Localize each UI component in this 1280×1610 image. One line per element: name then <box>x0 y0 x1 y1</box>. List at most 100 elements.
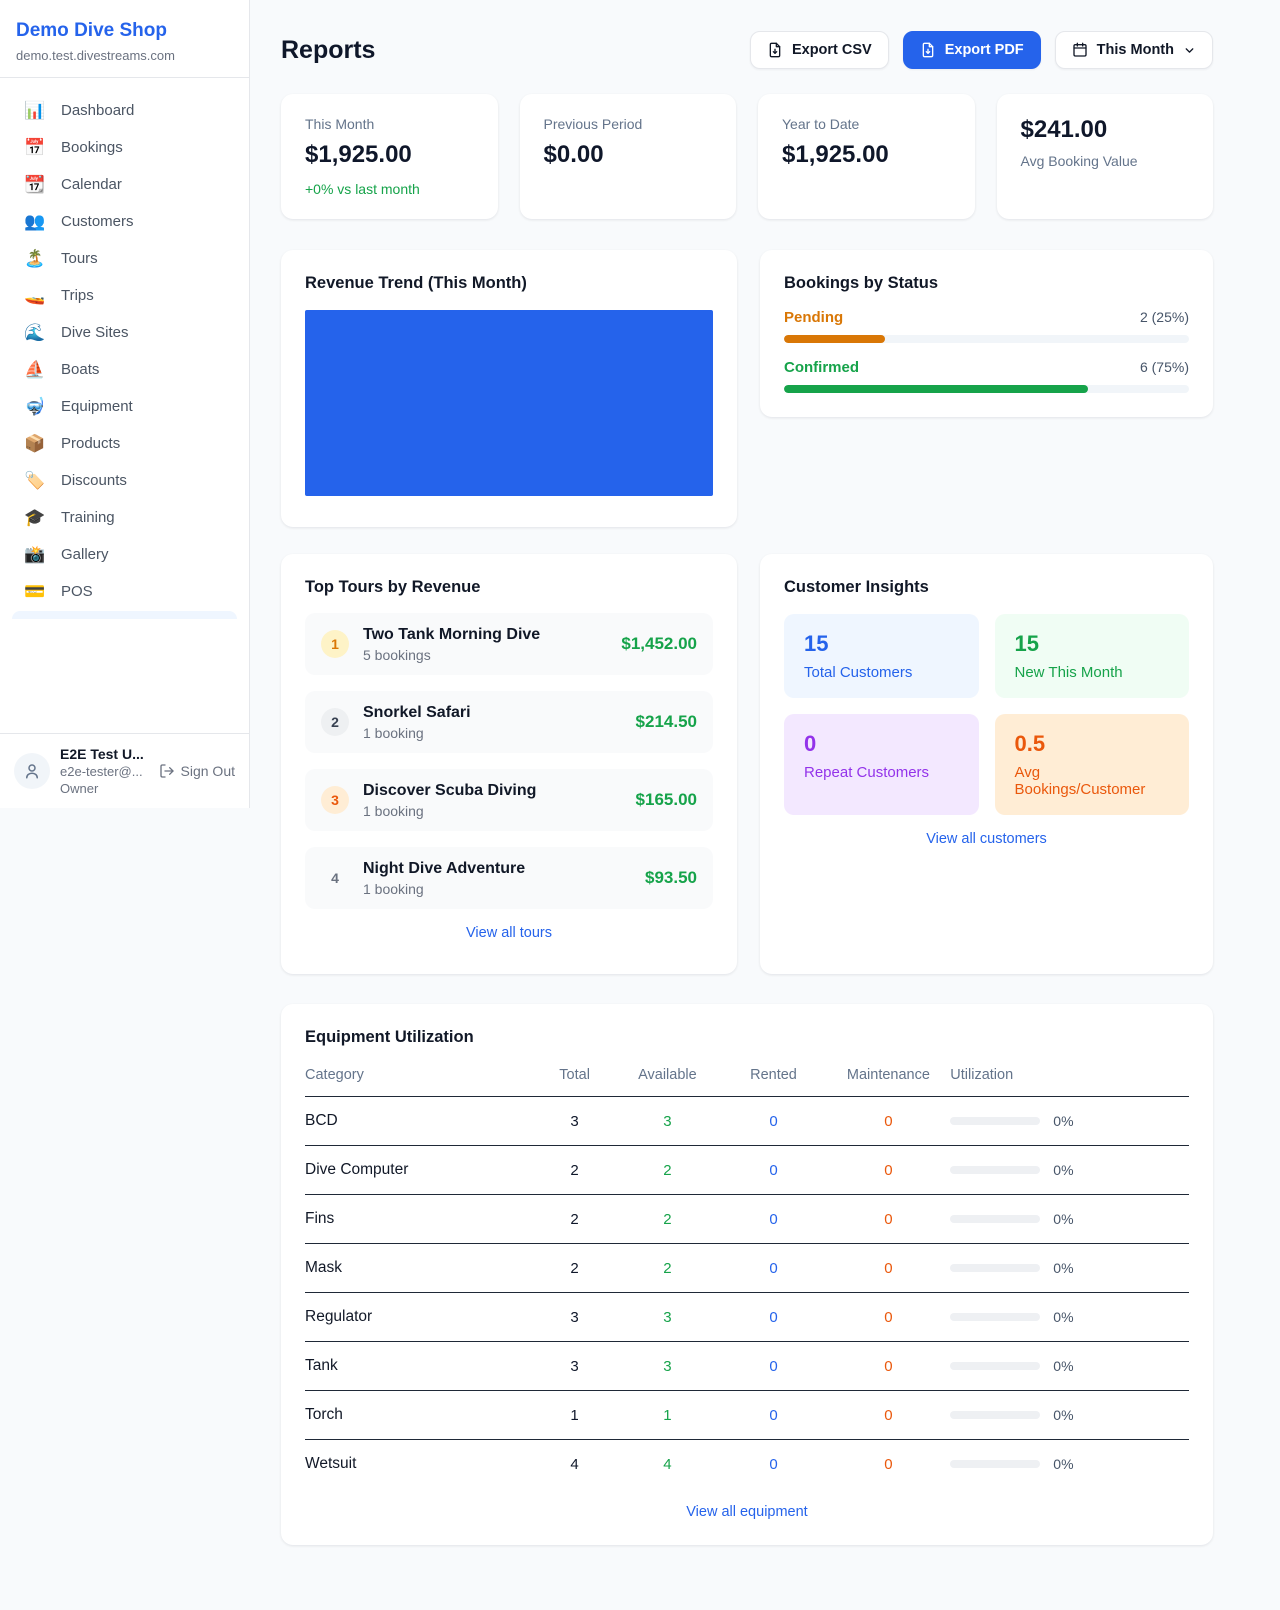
view-all-tours-link[interactable]: View all tours <box>466 925 552 941</box>
products-icon: 📦 <box>24 433 46 453</box>
boats-icon: ⛵ <box>24 359 46 379</box>
table-row: BCD 3 3 0 0 0% <box>305 1096 1189 1146</box>
sidebar-item-dive-sites[interactable]: 🌊 Dive Sites <box>12 314 237 351</box>
tour-bookings: 1 booking <box>363 802 424 819</box>
tile-label: Total Customers <box>804 664 913 681</box>
tour-revenue: $93.50 <box>645 868 697 887</box>
sidebar-item-label: Tours <box>61 249 98 267</box>
column-header: Rented <box>720 1067 827 1097</box>
sidebar-item-label: Dashboard <box>61 101 135 119</box>
sidebar-item-label: Dive Sites <box>61 323 129 341</box>
table-header-row: Category Total Available Rented Maintena… <box>305 1067 1189 1097</box>
user-role: Owner <box>60 781 99 796</box>
tour-revenue: $1,452.00 <box>621 634 697 653</box>
status-count: 6 (75%) <box>1139 359 1189 375</box>
file-download-icon <box>769 42 781 58</box>
tour-row: 2 Snorkel Safari 1 booking $214.50 <box>305 691 713 753</box>
stat-value: $1,925.00 <box>305 141 412 168</box>
tour-row: 3 Discover Scuba Diving 1 booking $165.0… <box>305 769 713 831</box>
sidebar-item-label: Trips <box>61 286 94 304</box>
sidebar-item-equipment[interactable]: 🤿 Equipment <box>12 388 237 425</box>
tile-total-customers: 15 Total Customers <box>784 614 979 698</box>
status-bar-fill <box>784 335 886 343</box>
user-meta: E2E Test U... e2e-tester@... Owner <box>60 746 144 796</box>
period-dropdown[interactable]: This Month <box>1054 31 1213 69</box>
stat-label: Year to Date <box>782 116 860 132</box>
stat-label: Previous Period <box>543 116 643 132</box>
revenue-trend-chart <box>305 310 713 496</box>
sidebar-item-trips[interactable]: 🚤 Trips <box>12 277 237 314</box>
sidebar-item-label: Customers <box>61 212 134 230</box>
table-row: Dive Computer 2 2 0 0 0% <box>305 1145 1189 1195</box>
utilization-bar <box>950 1264 1041 1272</box>
sidebar-item-bookings[interactable]: 📅 Bookings <box>12 129 237 166</box>
sidebar-item-label: Products <box>61 434 121 452</box>
tour-revenue: $165.00 <box>635 790 697 809</box>
sidebar-item-label: Training <box>61 508 115 526</box>
customer-insights-card: Customer Insights 15 Total Customers 15 … <box>760 554 1213 974</box>
sidebar-item-reports-partial[interactable] <box>12 610 237 619</box>
tour-name: Snorkel Safari <box>363 703 471 721</box>
view-all-customers-link[interactable]: View all customers <box>926 831 1047 847</box>
sidebar-item-training[interactable]: 🎓 Training <box>12 499 237 536</box>
tour-bookings: 1 booking <box>363 724 424 741</box>
sidebar-item-tours[interactable]: 🏝️ Tours <box>12 240 237 277</box>
main-content: Reports Export CSV Export PDF This Month <box>250 0 1280 1585</box>
dashboard-icon: 📊 <box>24 100 46 120</box>
column-header: Maintenance <box>826 1067 951 1097</box>
tile-new-this-month: 15 New This Month <box>994 614 1189 698</box>
trips-icon: 🚤 <box>24 285 46 305</box>
sidebar-item-dashboard[interactable]: 📊 Dashboard <box>12 92 237 129</box>
sidebar-item-calendar[interactable]: 📆 Calendar <box>12 166 237 203</box>
dive-sites-icon: 🌊 <box>24 322 46 342</box>
brand: Demo Dive Shop demo.test.divestreams.com <box>0 0 249 78</box>
sidebar-nav: 📊 Dashboard 📅 Bookings 📆 Calendar 👥 Cust… <box>0 78 249 733</box>
table-row: Mask 2 2 0 0 0% <box>305 1243 1189 1293</box>
equipment-utilization-card: Equipment Utilization Category Total Ava… <box>281 1004 1213 1545</box>
utilization-bar <box>950 1166 1041 1174</box>
user-name: E2E Test U... <box>60 746 144 762</box>
export-pdf-button[interactable]: Export PDF <box>902 31 1041 69</box>
equipment-icon: 🤿 <box>24 396 46 416</box>
stat-label: Avg Booking Value <box>1020 153 1138 169</box>
sidebar-item-customers[interactable]: 👥 Customers <box>12 203 237 240</box>
sidebar-item-pos[interactable]: 💳 POS <box>12 573 237 610</box>
stat-card-this-month: This Month $1,925.00 +0% vs last month <box>281 94 498 219</box>
tour-row: 4 Night Dive Adventure 1 booking $93.50 <box>305 847 713 909</box>
table-row: Tank 3 3 0 0 0% <box>305 1341 1189 1391</box>
tours-icon: 🏝️ <box>24 248 46 268</box>
bookings-icon: 📅 <box>24 137 46 157</box>
discounts-icon: 🏷️ <box>24 470 46 490</box>
header-actions: Export CSV Export PDF This Month <box>749 31 1213 69</box>
sidebar-item-discounts[interactable]: 🏷️ Discounts <box>12 462 237 499</box>
table-row: Fins 2 2 0 0 0% <box>305 1194 1189 1244</box>
customer-insights-title: Customer Insights <box>784 578 929 596</box>
revenue-trend-title: Revenue Trend (This Month) <box>305 274 527 292</box>
gallery-icon: 📸 <box>24 544 46 564</box>
stat-card-avg-booking-value: $241.00 Avg Booking Value <box>996 94 1213 219</box>
status-bar-track <box>784 385 1189 393</box>
insight-tiles: 15 Total Customers 15 New This Month 0 R… <box>784 614 1189 815</box>
sidebar-item-products[interactable]: 📦 Products <box>12 425 237 462</box>
sign-out-icon <box>159 764 174 778</box>
tile-label: New This Month <box>1014 664 1123 681</box>
sidebar-item-boats[interactable]: ⛵ Boats <box>12 351 237 388</box>
sign-out-button[interactable]: Sign Out <box>159 763 235 779</box>
column-header: Category <box>305 1067 535 1097</box>
utilization-bar <box>950 1460 1041 1468</box>
sidebar-item-label: POS <box>61 582 93 600</box>
tour-row: 1 Two Tank Morning Dive 5 bookings $1,45… <box>305 613 713 675</box>
insights-row: Top Tours by Revenue 1 Two Tank Morning … <box>281 554 1213 974</box>
export-csv-button[interactable]: Export CSV <box>749 31 889 69</box>
pos-icon: 💳 <box>24 581 46 601</box>
utilization-bar <box>950 1411 1041 1419</box>
view-all-equipment-link[interactable]: View all equipment <box>686 1504 808 1520</box>
sidebar-item-label: Bookings <box>61 138 123 156</box>
tour-name: Night Dive Adventure <box>363 859 526 877</box>
sidebar-item-gallery[interactable]: 📸 Gallery <box>12 536 237 573</box>
column-header: Utilization <box>950 1067 1189 1097</box>
stat-delta: +0% vs last month <box>305 181 420 197</box>
customers-icon: 👥 <box>24 211 46 231</box>
bookings-by-status-card: Bookings by Status Pending 2 (25%) Confi… <box>760 250 1213 417</box>
status-bar-track <box>784 335 1189 343</box>
